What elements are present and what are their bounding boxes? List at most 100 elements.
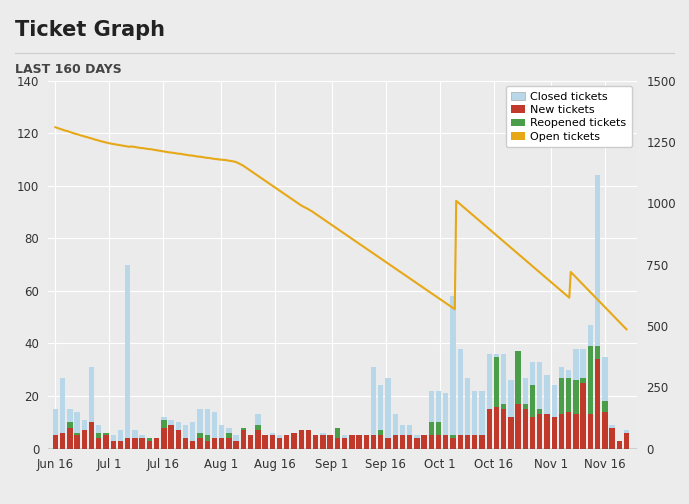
- Bar: [342, 438, 347, 449]
- Bar: [508, 380, 513, 449]
- Bar: [393, 414, 398, 449]
- Bar: [364, 435, 369, 449]
- Bar: [552, 417, 557, 449]
- Bar: [515, 404, 521, 449]
- Bar: [480, 391, 484, 449]
- Bar: [125, 438, 130, 449]
- Bar: [74, 412, 80, 449]
- Bar: [212, 438, 217, 449]
- Bar: [291, 433, 297, 449]
- Bar: [110, 440, 116, 449]
- Bar: [255, 430, 260, 449]
- Bar: [407, 435, 412, 449]
- Bar: [436, 422, 441, 435]
- Bar: [400, 425, 405, 449]
- Text: LAST 160 DAYS: LAST 160 DAYS: [15, 63, 122, 76]
- Bar: [581, 383, 586, 449]
- Bar: [161, 420, 167, 427]
- Bar: [581, 377, 586, 383]
- Bar: [429, 391, 434, 449]
- Bar: [168, 425, 174, 449]
- Bar: [581, 349, 586, 449]
- Bar: [523, 377, 528, 449]
- Bar: [335, 427, 340, 438]
- Bar: [277, 438, 282, 449]
- Bar: [161, 417, 167, 449]
- Bar: [472, 435, 477, 449]
- Bar: [118, 440, 123, 449]
- Bar: [349, 435, 355, 449]
- Bar: [240, 427, 246, 430]
- Bar: [501, 409, 506, 449]
- Bar: [103, 433, 109, 449]
- Bar: [147, 440, 152, 449]
- Bar: [263, 435, 268, 449]
- Bar: [588, 325, 593, 449]
- Bar: [197, 438, 203, 449]
- Bar: [609, 427, 615, 449]
- Bar: [298, 435, 304, 449]
- Bar: [53, 409, 58, 449]
- Bar: [89, 422, 94, 449]
- Bar: [429, 435, 434, 449]
- Bar: [624, 433, 629, 449]
- Bar: [537, 362, 542, 449]
- Bar: [457, 349, 463, 449]
- Bar: [183, 438, 188, 449]
- Bar: [240, 430, 246, 449]
- Bar: [263, 435, 268, 449]
- Bar: [451, 435, 455, 438]
- Bar: [443, 435, 449, 449]
- Bar: [74, 433, 80, 435]
- Bar: [414, 435, 420, 449]
- Bar: [494, 407, 499, 449]
- Bar: [82, 420, 87, 449]
- Bar: [595, 175, 600, 449]
- Bar: [89, 367, 94, 449]
- Bar: [176, 422, 181, 449]
- Bar: [544, 414, 550, 449]
- Bar: [118, 430, 123, 449]
- Bar: [515, 351, 521, 449]
- Bar: [176, 430, 181, 449]
- Bar: [335, 435, 340, 449]
- Bar: [103, 433, 109, 435]
- Bar: [205, 409, 210, 449]
- Bar: [407, 425, 412, 449]
- Bar: [573, 349, 579, 449]
- Bar: [327, 438, 333, 449]
- Bar: [234, 435, 239, 449]
- Bar: [342, 435, 347, 449]
- Bar: [508, 417, 513, 449]
- Bar: [226, 438, 232, 449]
- Bar: [226, 433, 232, 438]
- Bar: [486, 409, 492, 449]
- Bar: [139, 435, 145, 449]
- Bar: [573, 380, 579, 414]
- Bar: [537, 414, 542, 449]
- Bar: [552, 386, 557, 449]
- Bar: [190, 440, 196, 449]
- Bar: [465, 435, 470, 449]
- Bar: [465, 377, 470, 449]
- Bar: [588, 414, 593, 449]
- Bar: [277, 435, 282, 449]
- Bar: [68, 409, 72, 449]
- Bar: [371, 367, 376, 449]
- Bar: [74, 435, 80, 449]
- Bar: [197, 433, 203, 438]
- Bar: [356, 435, 362, 449]
- Bar: [559, 377, 564, 414]
- Bar: [588, 346, 593, 414]
- Bar: [154, 440, 159, 449]
- Bar: [451, 296, 455, 449]
- Bar: [364, 435, 369, 449]
- Bar: [269, 433, 275, 449]
- Bar: [422, 435, 426, 449]
- Bar: [609, 425, 615, 449]
- Bar: [313, 435, 318, 449]
- Legend: Closed tickets, New tickets, Reopened tickets, Open tickets: Closed tickets, New tickets, Reopened ti…: [506, 86, 632, 147]
- Bar: [96, 433, 101, 438]
- Bar: [573, 414, 579, 449]
- Bar: [443, 394, 449, 449]
